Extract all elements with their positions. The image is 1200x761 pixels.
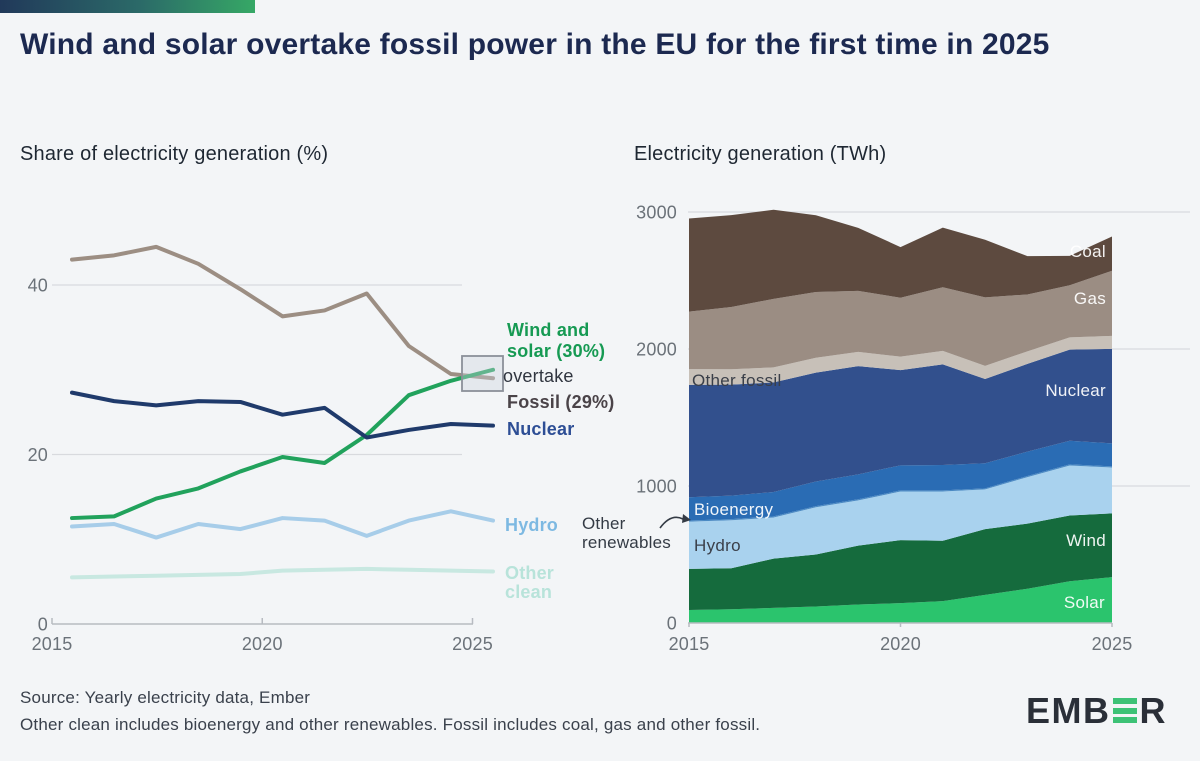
svg-text:2020: 2020 (242, 634, 283, 654)
svg-text:2025: 2025 (452, 634, 493, 654)
other-renewables-arrow-icon (659, 514, 691, 529)
nuclear-area-label: Nuclear (1045, 381, 1106, 400)
svg-text:2000: 2000 (636, 340, 677, 360)
area-chart-subtitle: Electricity generation (TWh) (634, 143, 887, 165)
gas-area-label: Gas (1073, 289, 1106, 308)
svg-text:0: 0 (38, 615, 48, 635)
wind-area-label: Wind (1066, 531, 1106, 550)
coal-area-label: Coal (1069, 242, 1106, 261)
wind-solar-annotation: Wind and solar (30%) (507, 320, 606, 361)
other-renewables-annotation: Other renewables (582, 514, 671, 552)
ember-logo-e-icon (1112, 698, 1137, 723)
page-title: Wind and solar overtake fossil power in … (20, 28, 1050, 61)
svg-text:2020: 2020 (880, 634, 921, 654)
svg-text:2015: 2015 (669, 634, 710, 654)
overtake-annotation: overtake (503, 366, 574, 386)
accent-gradient-bar (0, 0, 255, 13)
area-chart: 0 1000 2000 3000 2015 2020 2025 (636, 203, 1190, 654)
svg-text:1000: 1000 (636, 477, 677, 497)
svg-text:2015: 2015 (32, 634, 73, 654)
ember-logo: EMB R (1026, 690, 1167, 731)
svg-text:40: 40 (28, 276, 48, 296)
hydro-line-label: Hydro (505, 515, 559, 535)
ember-logo-text-end: R (1139, 690, 1167, 731)
line-chart: 0 20 40 2015 2020 2025 (28, 244, 504, 654)
nuclear-line-label: Nuclear (507, 419, 575, 439)
svg-text:2025: 2025 (1092, 634, 1133, 654)
line-chart-subtitle: Share of electricity generation (%) (20, 143, 329, 165)
definitions-note: Other clean includes bioenergy and other… (20, 715, 761, 734)
ember-logo-text-start: EMB (1026, 690, 1111, 731)
hydro-area-label: Hydro (694, 536, 741, 555)
other-clean-label: Other clean (505, 563, 555, 602)
other-fossil-area-label: Other fossil (692, 371, 782, 390)
fossil-annotation: Fossil (29%) (507, 392, 615, 412)
svg-text:0: 0 (667, 614, 677, 634)
svg-text:20: 20 (28, 445, 48, 465)
bioenergy-area-label: Bioenergy (694, 500, 774, 519)
source-note: Source: Yearly electricity data, Ember (20, 688, 311, 707)
solar-area-label: Solar (1063, 593, 1105, 612)
svg-text:3000: 3000 (636, 203, 677, 223)
